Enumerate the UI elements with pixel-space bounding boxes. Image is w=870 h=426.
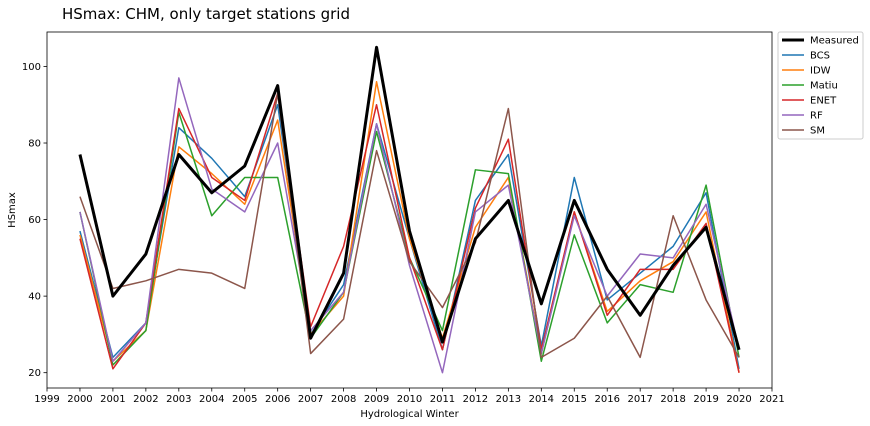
x-tick-label: 2004: [199, 394, 224, 405]
x-tick-label: 2021: [759, 394, 784, 405]
legend-label-idw: IDW: [810, 66, 831, 77]
y-tick-label: 40: [28, 292, 41, 303]
x-tick-label: 2017: [627, 394, 652, 405]
plot-frame: [46, 31, 773, 389]
y-tick-label: 20: [28, 368, 41, 379]
plot-area: [78, 45, 741, 374]
x-tick-label: 2018: [660, 394, 685, 405]
series-line-idw: [79, 81, 740, 373]
legend-label-rf: RF: [810, 111, 823, 122]
legend-label-sm: SM: [810, 126, 825, 137]
x-tick-label: 2010: [397, 394, 422, 405]
legend-label-matiu: Matiu: [810, 81, 838, 92]
y-tick-label: 80: [28, 139, 41, 150]
x-tick-label: 2014: [529, 394, 554, 405]
x-tick-label: 2008: [331, 394, 356, 405]
x-tick-label: 2016: [595, 394, 620, 405]
x-axis-label: Hydrological Winter: [360, 409, 459, 420]
legend-label-measured: Measured: [810, 36, 859, 47]
legend-label-enet: ENET: [810, 96, 837, 107]
x-tick-label: 2000: [67, 394, 92, 405]
x-tick-label: 2012: [463, 394, 488, 405]
y-axis-label: HSmax: [7, 192, 18, 228]
x-tick-label: 2005: [232, 394, 257, 405]
x-tick-label: 2003: [166, 394, 191, 405]
series-line-rf: [79, 77, 740, 374]
x-tick-label: 2006: [265, 394, 290, 405]
series-line-sm: [79, 92, 740, 359]
x-tick-label: 2007: [298, 394, 323, 405]
x-tick-label: 2020: [726, 394, 751, 405]
y-axis: 20 40 60 80 100: [22, 62, 47, 379]
x-tick-label: 2001: [100, 394, 125, 405]
x-axis: 1999 2000 2001 2002 2003 2004 2005 2006 2007 2008…: [34, 388, 785, 405]
x-tick-label: 2013: [496, 394, 521, 405]
x-tick-label: 2011: [430, 394, 455, 405]
x-tick-label: 2009: [364, 394, 389, 405]
x-tick-label: 2002: [133, 394, 158, 405]
x-tick-label: 2015: [562, 394, 587, 405]
legend-box: [777, 31, 864, 140]
chart-title: HSmax: CHM, only target stations grid: [62, 5, 350, 23]
series-line-enet: [79, 92, 740, 373]
x-tick-label: 1999: [34, 394, 59, 405]
series-line-measured: [78, 45, 741, 351]
y-tick-label: 100: [22, 62, 41, 73]
legend-label-bcs: BCS: [810, 51, 830, 62]
legend: Measured BCS IDW Matiu ENET RF SM: [777, 31, 864, 140]
x-tick-label: 2019: [693, 394, 718, 405]
y-tick-label: 60: [28, 215, 41, 226]
